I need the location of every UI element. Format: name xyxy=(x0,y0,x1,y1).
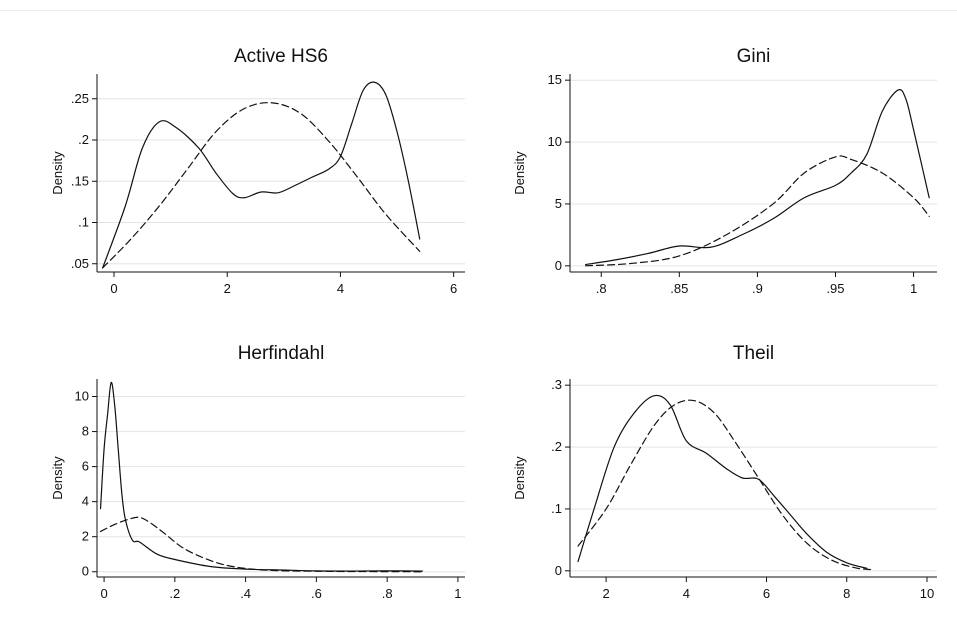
panel-active-hs6: .05 .1 .15 .2 .25 0 2 4 6 Active HS6 Density xyxy=(50,46,465,296)
herfindahl-x-tick-label-0: 0 xyxy=(100,586,107,601)
herfindahl-x-tick-label-2: .4 xyxy=(240,586,251,601)
herfindahl-x-tick-label-5: 1 xyxy=(454,586,461,601)
active-hs6-series-solid-line xyxy=(102,81,421,269)
theil-series-solid-line xyxy=(577,394,868,569)
herfindahl-x-tick-label-1: .2 xyxy=(169,586,180,601)
herfindahl-y-tick-label-2: 4 xyxy=(82,494,89,509)
theil-x-tick-label-2: 6 xyxy=(763,586,770,601)
herfindahl-y-tick-label-5: 10 xyxy=(75,389,89,404)
herfindahl-y-axis-label: Density xyxy=(50,456,65,500)
theil-title: Theil xyxy=(733,343,774,364)
panel-theil: 0 .1 .2 .3 2 4 6 8 10 Theil Density xyxy=(512,343,937,601)
theil-y-tick-label-3: .3 xyxy=(551,377,562,392)
gini-x-tick-label-4: 1 xyxy=(910,281,917,296)
gini-series-dashed-line xyxy=(585,155,930,267)
theil-series-dashed-line xyxy=(577,399,872,571)
herfindahl-x-tick-label-4: .8 xyxy=(382,586,393,601)
gini-y-axis-label: Density xyxy=(512,151,527,195)
theil-y-tick-label-0: 0 xyxy=(555,563,562,578)
gini-x-tick-label-3: .95 xyxy=(826,281,844,296)
herfindahl-y-tick-label-3: 6 xyxy=(82,459,89,474)
gini-y-tick-label-1: 5 xyxy=(555,196,562,211)
panel-herfindahl: 0 2 4 6 8 10 0 .2 .4 .6 .8 1 Herfindahl Density xyxy=(50,343,465,601)
theil-y-axis-label: Density xyxy=(512,456,527,500)
theil-y-tick-label-1: .1 xyxy=(551,501,562,516)
active-hs6-x-tick-label-2: 4 xyxy=(337,281,344,296)
theil-x-tick-label-3: 8 xyxy=(843,586,850,601)
herfindahl-y-tick-label-1: 2 xyxy=(82,529,89,544)
active-hs6-x-tick-label-3: 6 xyxy=(450,281,457,296)
theil-x-tick-label-0: 2 xyxy=(602,586,609,601)
gini-y-tick-label-0: 0 xyxy=(555,258,562,273)
active-hs6-y-tick-label-0: .05 xyxy=(71,256,89,271)
theil-x-tick-label-1: 4 xyxy=(683,586,690,601)
herfindahl-series-dashed-line xyxy=(99,516,424,573)
active-hs6-y-tick-label-3: .2 xyxy=(78,132,89,147)
active-hs6-title: Active HS6 xyxy=(234,46,328,67)
herfindahl-title: Herfindahl xyxy=(238,343,325,364)
active-hs6-y-tick-label-4: .25 xyxy=(71,91,89,106)
herfindahl-series-solid-line xyxy=(99,381,424,572)
gini-series-solid-line xyxy=(585,89,930,266)
herfindahl-y-tick-label-0: 0 xyxy=(82,564,89,579)
active-hs6-y-tick-label-2: .15 xyxy=(71,173,89,188)
active-hs6-series-dashed-line xyxy=(102,102,421,269)
gini-y-tick-label-3: 15 xyxy=(548,72,562,87)
gini-x-tick-label-2: .9 xyxy=(752,281,763,296)
gini-x-tick-label-0: .8 xyxy=(596,281,607,296)
gini-title: Gini xyxy=(737,46,771,67)
gini-x-tick-label-1: .85 xyxy=(670,281,688,296)
active-hs6-x-tick-label-0: 0 xyxy=(110,281,117,296)
active-hs6-x-tick-label-1: 2 xyxy=(224,281,231,296)
gini-y-tick-label-2: 10 xyxy=(548,134,562,149)
theil-y-tick-label-2: .2 xyxy=(551,439,562,454)
active-hs6-y-axis-label: Density xyxy=(50,151,65,195)
top-divider xyxy=(0,10,957,11)
panel-gini: 0 5 10 15 .8 .85 .9 .95 1 Gini Density xyxy=(512,46,937,296)
herfindahl-x-tick-label-3: .6 xyxy=(311,586,322,601)
theil-x-tick-label-4: 10 xyxy=(920,586,934,601)
active-hs6-y-tick-label-1: .1 xyxy=(78,215,89,230)
herfindahl-y-tick-label-4: 8 xyxy=(82,424,89,439)
